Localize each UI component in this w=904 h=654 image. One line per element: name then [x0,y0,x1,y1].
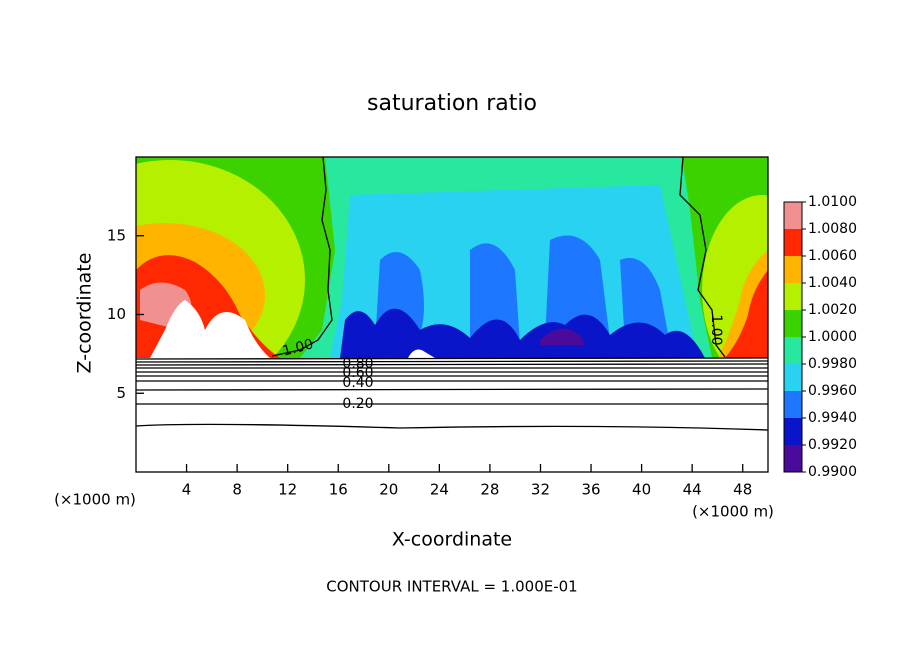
y-axis-label: Z-coordinate [74,253,96,374]
x-tick-label: 40 [632,481,651,499]
colorbar-band [784,283,802,310]
field-region [340,308,705,358]
colorbar-tick-label: 1.0100 [808,194,857,210]
colorbar-band [784,445,802,472]
x-tick-label: 44 [683,481,702,499]
field-region [375,235,670,345]
x-tick-label: 28 [480,481,499,499]
contour-line [136,357,768,431]
colorbar-tick-label: 1.0020 [808,302,857,318]
contour-line [271,157,333,357]
field-void [136,358,768,472]
colorbar-tick-label: 0.9940 [808,410,857,426]
x-tick-label: 32 [531,481,550,499]
colorbar-tick-label: 0.9980 [808,356,857,372]
x-unit-label: (×1000 m) [54,491,136,509]
field-void [408,349,435,358]
colorbar-tick-label: 1.0000 [808,329,857,345]
x-unit-label: (×1000 m) [692,503,774,521]
x-tick-label: 36 [581,481,600,499]
colorbar-tick-label: 0.9900 [808,464,857,480]
contour-label: 0.20 [342,396,373,412]
field-region [725,270,768,358]
x-tick-label: 48 [733,481,752,499]
colorbar-tick-label: 0.9920 [808,437,857,453]
x-axis-label: X-coordinate [392,529,512,551]
contour-label: 0.60 [342,365,373,381]
colorbar-tick-label: 1.0060 [808,248,857,264]
field-region [540,328,585,345]
colorbar-band [784,391,802,418]
x-tick-label: 4 [182,481,192,499]
colorbar-band [784,418,802,445]
contour-label: 1.00 [281,336,315,360]
y-tick-label: 10 [107,305,126,323]
contour-lines [136,157,768,431]
contour-line [679,157,726,358]
colorbar-band [784,229,802,256]
chart-title: saturation ratio [367,91,537,116]
colorbar-band [784,337,802,364]
field-void [150,300,270,358]
colorbar-band [784,364,802,391]
colorbar-band [784,202,802,229]
colorbar-band [784,310,802,337]
x-tick-label: 12 [278,481,297,499]
x-tick-label: 20 [379,481,398,499]
y-tick-label: 5 [116,384,126,402]
colorbar-tick-label: 0.9960 [808,383,857,399]
y-tick-label: 15 [107,226,126,244]
colorbar-band [784,256,802,283]
colorbar-tick-label: 1.0040 [808,275,857,291]
contour-label: 0.80 [342,356,373,372]
field [136,157,768,472]
footer-note: CONTOUR INTERVAL = 1.000E-01 [326,578,577,596]
x-tick-label: 8 [232,481,242,499]
colorbar-tick-label: 1.0080 [808,221,857,237]
contour-label: 1.00 [708,314,724,345]
x-tick-label: 16 [329,481,348,499]
x-tick-label: 24 [430,481,449,499]
contour-label: 0.40 [342,375,373,391]
